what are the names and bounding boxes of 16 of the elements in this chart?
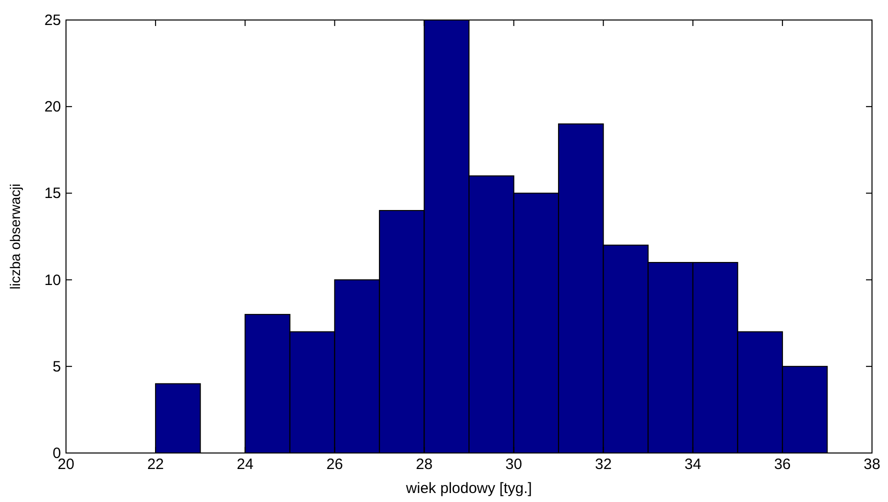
y-tick-label: 20 bbox=[44, 98, 61, 116]
y-tick-label: 15 bbox=[44, 185, 61, 202]
x-tick-label: 26 bbox=[326, 456, 344, 473]
x-tick-label: 28 bbox=[416, 456, 433, 473]
y-axis-title: liczba obserwacji bbox=[7, 184, 23, 290]
x-tick-label: 36 bbox=[774, 456, 791, 473]
y-tick-label: 10 bbox=[44, 272, 61, 289]
x-tick-label: 24 bbox=[236, 456, 254, 473]
x-tick-label: 30 bbox=[505, 456, 522, 473]
x-tick-label: 34 bbox=[684, 456, 702, 473]
x-tick-label: 32 bbox=[594, 456, 612, 473]
x-axis-title: wiek plodowy [tyg.] bbox=[405, 480, 532, 497]
y-tick-label: 5 bbox=[52, 358, 61, 376]
x-tick-label: 22 bbox=[147, 456, 164, 473]
y-tick-label: 25 bbox=[44, 12, 61, 29]
x-tick-label: 38 bbox=[864, 456, 880, 473]
